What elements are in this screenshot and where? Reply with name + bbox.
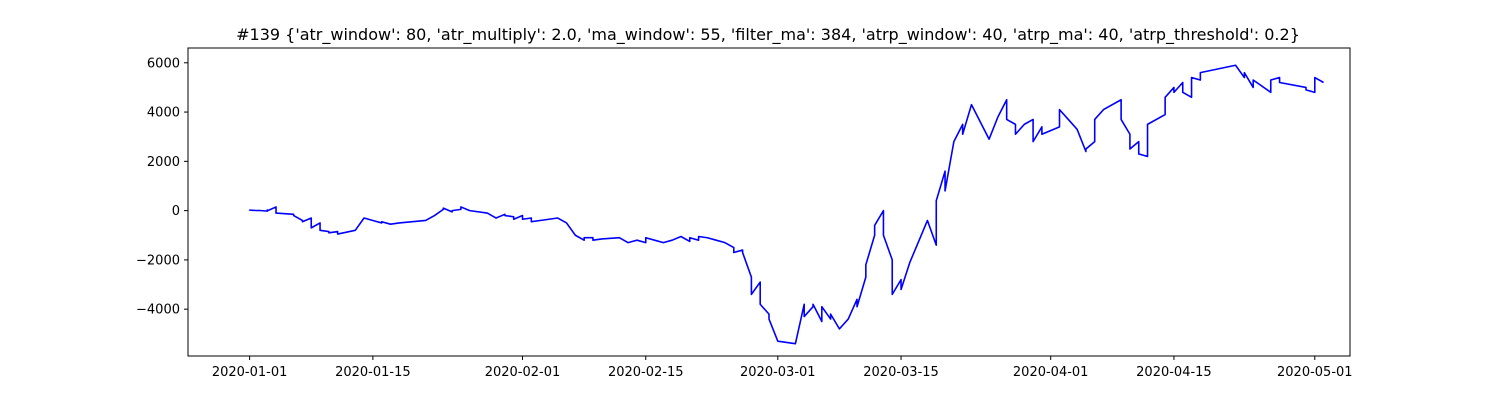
x-tick-label: 2020-03-01 xyxy=(740,365,816,380)
y-axis: −4000 −2000 0 2000 4000 6000 xyxy=(136,56,188,318)
y-tick-label: −2000 xyxy=(136,253,180,268)
x-tick-label: 2020-04-15 xyxy=(1136,365,1212,380)
y-tick-label: 4000 xyxy=(147,106,180,121)
x-tick-label: 2020-02-15 xyxy=(608,365,684,380)
x-tick-label: 2020-03-15 xyxy=(863,365,939,380)
y-tick-label: 2000 xyxy=(147,155,180,170)
chart-title: #139 {'atr_window': 80, 'atr_multiply': … xyxy=(236,25,1300,45)
plot-frame xyxy=(187,47,1351,357)
y-tick-label: 6000 xyxy=(147,56,180,71)
y-tick-label: 0 xyxy=(172,204,180,219)
x-tick-label: 2020-05-01 xyxy=(1277,365,1353,380)
plot-area xyxy=(187,47,1351,357)
x-tick-label: 2020-01-15 xyxy=(335,365,411,380)
x-tick-label: 2020-04-01 xyxy=(1013,365,1089,380)
x-tick-label: 2020-01-01 xyxy=(212,365,288,380)
x-axis: 2020-01-01 2020-01-15 2020-02-01 2020-02-15… xyxy=(212,356,1353,380)
x-tick-label: 2020-02-01 xyxy=(485,365,561,380)
y-tick-label: −4000 xyxy=(136,303,180,318)
series-line-0 xyxy=(248,64,1324,345)
